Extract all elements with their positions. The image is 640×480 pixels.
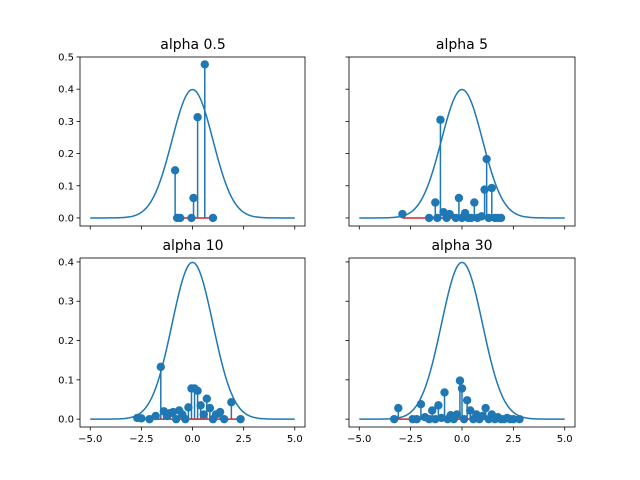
stem-plot: [398, 115, 506, 223]
stem-marker: [481, 403, 490, 413]
x-tick-label: 0.0: [185, 434, 201, 445]
x-tick-label: 5.0: [557, 434, 573, 445]
y-tick-label: 0.0: [58, 213, 74, 224]
x-tick-label: −2.5: [398, 434, 422, 445]
stem-marker: [170, 166, 180, 175]
subplot-title: alpha 10: [162, 238, 223, 254]
stem-marker: [236, 414, 245, 424]
stem-marker: [459, 414, 469, 424]
stem-plot: [390, 376, 524, 424]
subplot-alpha-10: alpha 10 −5.0 −2.5 0.0 2.5 5.0 0.0 0.1 0.2 0.3 0.…: [58, 238, 306, 445]
stem-marker: [457, 384, 467, 393]
y-tick-label: 0.3: [58, 297, 74, 308]
stem-marker: [433, 213, 442, 223]
stem-marker: [394, 403, 403, 413]
stem-marker: [445, 209, 454, 219]
stem-marker: [199, 410, 208, 419]
stem-marker: [181, 414, 190, 424]
stem-marker: [220, 414, 229, 424]
y-tick-label: 0.1: [58, 181, 74, 192]
stem-marker: [466, 406, 475, 415]
stem-marker: [171, 414, 181, 424]
x-tick-label: −5.0: [347, 434, 371, 445]
stem-marker: [470, 198, 479, 207]
stem-marker: [208, 213, 218, 223]
y-tick-label: 0.5: [58, 53, 74, 64]
y-tick-label: 0.1: [58, 375, 74, 386]
stem-marker: [412, 414, 421, 424]
stem-marker: [187, 213, 196, 223]
stem-marker: [205, 403, 215, 413]
x-tick-label: −2.5: [129, 434, 153, 445]
stem-marker: [436, 115, 445, 124]
normal-pdf-curve: [359, 88, 565, 219]
stem-marker: [434, 401, 443, 410]
stem-marker: [454, 193, 464, 203]
stem-marker: [484, 213, 493, 223]
normal-pdf-curve: [359, 261, 565, 420]
stem-marker: [151, 411, 160, 421]
stem-marker: [215, 407, 225, 417]
stem-marker: [440, 388, 449, 397]
subplot-alpha-0-5: alpha 0.5 0.0 0.1 0.2 0.3 0.4 0.5: [58, 37, 306, 230]
y-tick-label: 0.2: [58, 336, 74, 347]
subplot-title: alpha 30: [431, 238, 492, 254]
stem-marker: [480, 185, 489, 194]
stem-marker: [462, 396, 472, 405]
stem-marker: [509, 414, 518, 424]
normal-pdf-curve: [90, 88, 295, 219]
stem-marker: [428, 406, 437, 415]
stem-marker: [184, 403, 193, 412]
x-tick-label: −5.0: [78, 434, 102, 445]
normal-pdf-curve: [90, 261, 295, 420]
stem-marker: [424, 213, 434, 223]
stem-marker: [455, 376, 465, 385]
x-tick-label: 2.5: [505, 434, 521, 445]
stem-marker: [196, 401, 205, 410]
stem-marker: [193, 112, 202, 122]
x-tick-label: 5.0: [287, 434, 303, 445]
subplot-title: alpha 5: [436, 37, 488, 53]
stem-marker: [496, 213, 506, 223]
stem-marker: [451, 213, 461, 223]
y-tick-label: 0.3: [58, 117, 74, 128]
stem-marker: [431, 198, 440, 207]
stem-marker: [487, 183, 496, 193]
stem-marker: [193, 386, 202, 396]
y-tick-label: 0.4: [58, 85, 74, 96]
stem-marker: [477, 212, 486, 221]
stem-marker: [227, 398, 236, 407]
stem-marker: [189, 193, 198, 203]
x-tick-label: 0.0: [454, 434, 470, 445]
stem-marker: [200, 60, 209, 69]
stem-marker: [137, 414, 146, 423]
subplot-alpha-30: alpha 30 −5.0 −2.5 0.0 2.5 5.0: [345, 238, 576, 445]
stem-marker: [424, 414, 434, 424]
x-tick-label: 2.5: [236, 434, 252, 445]
stem-marker: [467, 213, 476, 223]
subplot-title: alpha 0.5: [160, 37, 226, 53]
subplot-alpha-5: alpha 5: [345, 37, 576, 230]
stem-plot: [170, 60, 218, 223]
y-tick-label: 0.4: [58, 257, 74, 268]
y-tick-label: 0.2: [58, 149, 74, 160]
y-tick-label: 0.0: [58, 415, 74, 426]
stem-marker: [202, 394, 212, 403]
stem-marker: [452, 410, 462, 419]
stem-marker: [176, 213, 185, 223]
